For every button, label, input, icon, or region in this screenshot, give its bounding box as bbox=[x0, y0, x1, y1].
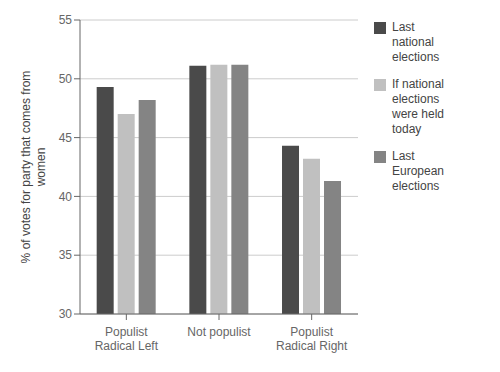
svg-text:40: 40 bbox=[59, 190, 73, 204]
html-text:Last European elections: Last European elections bbox=[392, 149, 444, 193]
svg-text:35: 35 bbox=[59, 248, 73, 262]
svg-text:55: 55 bbox=[59, 13, 73, 27]
svg-text:% of votes for party that come: % of votes for party that comes fromwome… bbox=[19, 71, 48, 264]
svg-text:50: 50 bbox=[59, 72, 73, 86]
svg-text:PopulistRadical Left: PopulistRadical Left bbox=[95, 325, 159, 353]
svg-text:45: 45 bbox=[59, 131, 73, 145]
svg-text:PopulistRadical Right: PopulistRadical Right bbox=[276, 325, 348, 353]
svg-text:30: 30 bbox=[59, 307, 73, 321]
html-text:If national elections were hel: If national elections were held today bbox=[392, 77, 444, 136]
svg-text:Not populist: Not populist bbox=[187, 325, 251, 339]
html-text:Last national elections: Last national elections bbox=[392, 20, 440, 64]
